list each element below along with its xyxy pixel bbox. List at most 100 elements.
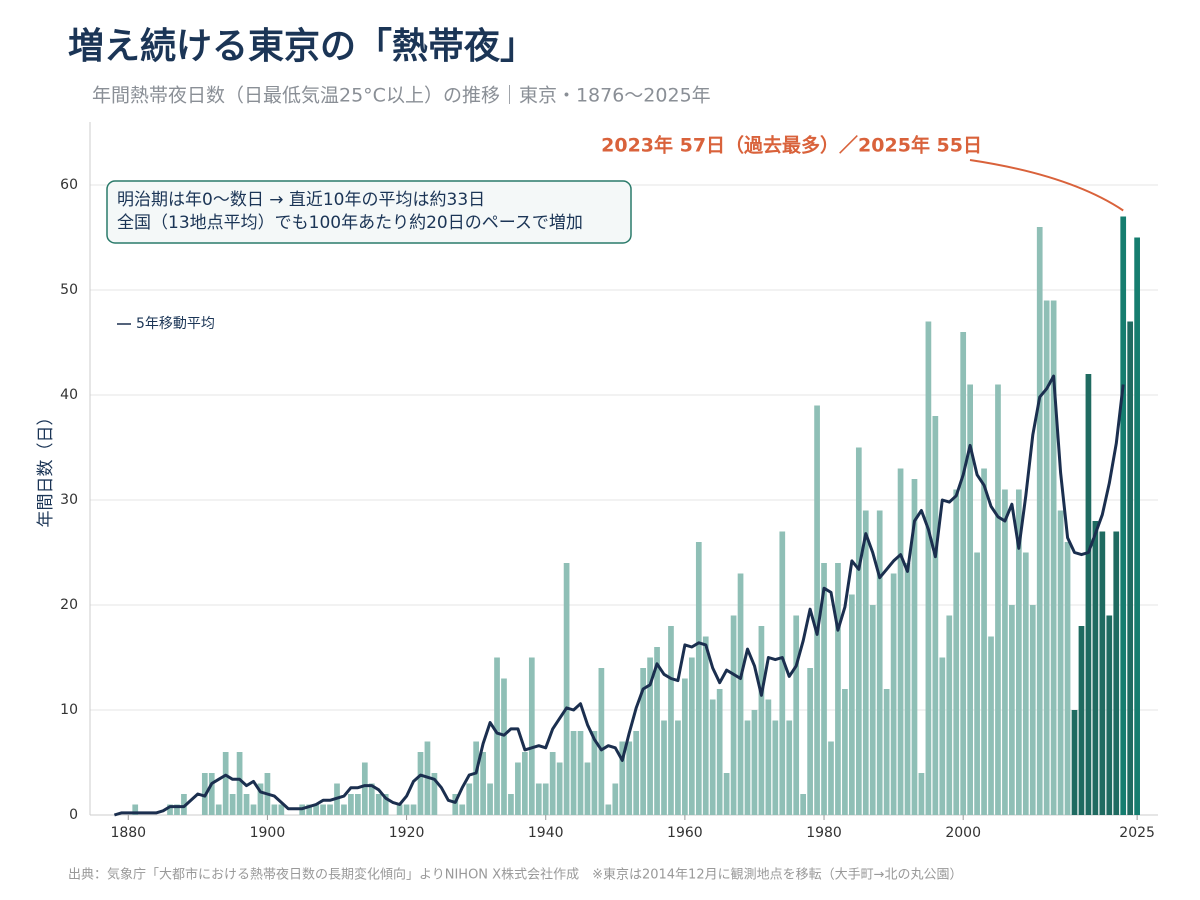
- bar: [876, 510, 883, 815]
- bar: [605, 804, 612, 815]
- bar: [1099, 531, 1106, 815]
- bar: [1085, 374, 1092, 815]
- bar: [368, 783, 375, 815]
- bar: [215, 804, 222, 815]
- bar: [960, 332, 967, 815]
- bar: [535, 783, 542, 815]
- bar: [647, 657, 653, 815]
- legend-label: 5年移動平均: [136, 316, 215, 332]
- bar: [890, 573, 897, 815]
- annotation-arrow: [969, 159, 1124, 212]
- x-tick-label: 1920: [389, 825, 425, 841]
- bar: [723, 773, 730, 815]
- bar: [925, 321, 932, 815]
- bar: [229, 794, 236, 815]
- bar: [257, 783, 264, 815]
- bar: [382, 794, 389, 815]
- bar: [515, 762, 521, 815]
- y-tick-label: 40: [60, 387, 78, 403]
- bar: [862, 510, 869, 815]
- bar: [1092, 521, 1099, 815]
- bar: [563, 563, 570, 815]
- y-tick-label: 0: [69, 807, 78, 823]
- bar: [918, 773, 925, 815]
- bar: [1009, 605, 1015, 815]
- bar: [278, 804, 285, 815]
- bar: [995, 384, 1001, 815]
- x-tick-label: 2000: [945, 825, 981, 841]
- y-tick-label: 50: [60, 282, 78, 298]
- bar: [243, 794, 250, 815]
- bar: [542, 783, 549, 815]
- bar: [897, 468, 904, 815]
- source-note: 出典：気象庁「大都市における熱帯夜日数の長期変化傾向」よりNIHON X株式会社…: [68, 867, 962, 883]
- bar: [855, 447, 862, 815]
- bar: [1015, 489, 1022, 815]
- bar: [1134, 237, 1140, 815]
- bar: [598, 668, 605, 815]
- bar: [668, 626, 674, 815]
- bar: [1043, 300, 1050, 815]
- bar: [1036, 227, 1043, 815]
- note-text: 全国（13地点平均）でも100年あたり約20日のペースで増加: [117, 213, 583, 233]
- note-text: 明治期は年0〜数日 → 直近10年の平均は約33日: [117, 190, 485, 210]
- bar: [835, 563, 841, 815]
- bar: [709, 699, 716, 815]
- bar: [821, 563, 827, 815]
- bar: [1078, 626, 1085, 815]
- bar: [341, 804, 347, 815]
- bar: [967, 384, 973, 815]
- y-tick-label: 30: [60, 492, 78, 508]
- bar: [1057, 510, 1064, 815]
- bar: [508, 794, 514, 815]
- bar: [842, 689, 848, 815]
- bar: [869, 605, 876, 815]
- moving-average-line: [113, 374, 1125, 817]
- bar: [688, 657, 695, 815]
- y-tick-label: 10: [60, 702, 78, 718]
- bar: [466, 783, 473, 815]
- y-axis-label: 年間日数（日）: [36, 409, 56, 528]
- bar: [271, 804, 278, 815]
- bar: [682, 678, 688, 815]
- bar: [702, 636, 709, 815]
- bar: [584, 762, 591, 815]
- bar: [932, 416, 939, 815]
- bar: [222, 752, 229, 815]
- bar: [661, 720, 667, 815]
- bar: [1106, 615, 1113, 815]
- bar: [396, 804, 403, 815]
- bar: [640, 668, 646, 815]
- bar: [883, 689, 890, 815]
- x-tick-label: 1900: [250, 825, 286, 841]
- bar: [946, 615, 953, 815]
- bar: [1064, 542, 1071, 815]
- bar: [765, 699, 772, 815]
- bar: [473, 741, 480, 815]
- bar: [988, 636, 994, 815]
- bar: [181, 794, 187, 815]
- bar: [751, 710, 758, 815]
- bar: [1050, 300, 1057, 815]
- bar: [1113, 531, 1120, 815]
- bar: [577, 731, 584, 815]
- bar: [1029, 605, 1036, 815]
- bar: [132, 804, 139, 815]
- bar: [167, 804, 173, 815]
- bar: [1120, 216, 1127, 815]
- bar: [452, 794, 459, 815]
- bar: [431, 773, 438, 815]
- bar: [570, 731, 577, 815]
- bar: [501, 678, 507, 815]
- bar: [1002, 489, 1008, 815]
- bar: [361, 762, 368, 815]
- note-box: [106, 180, 632, 244]
- bar: [208, 773, 215, 815]
- bar: [313, 804, 319, 815]
- bar: [849, 594, 855, 815]
- bar: [974, 552, 980, 815]
- bar: [911, 479, 918, 815]
- bar: [953, 489, 960, 815]
- bar: [904, 563, 911, 815]
- bar: [807, 668, 813, 815]
